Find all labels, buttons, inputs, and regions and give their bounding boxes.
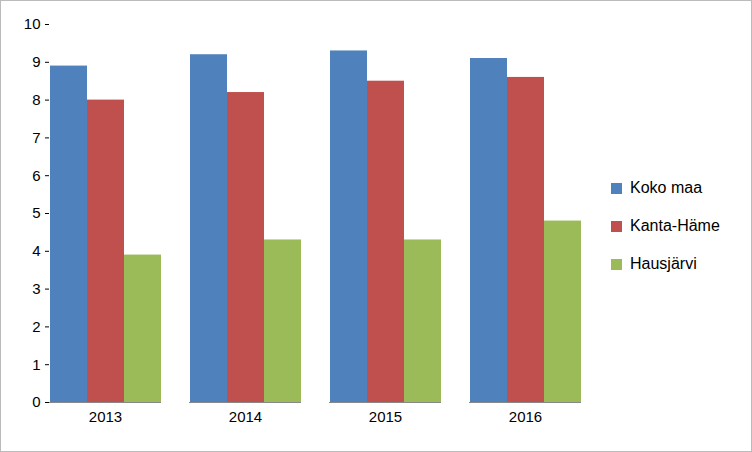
svg-text:2: 2 <box>32 318 40 335</box>
svg-text:9: 9 <box>32 53 40 70</box>
html-text:Hausjärvi: Hausjärvi <box>630 255 697 272</box>
svg-text:2014: 2014 <box>229 408 262 425</box>
svg-text:10: 10 <box>24 15 41 32</box>
svg-text:2013: 2013 <box>89 408 122 425</box>
html-text:Kanta-Häme: Kanta-Häme <box>630 217 720 234</box>
svg-text:2016: 2016 <box>509 408 542 425</box>
svg-text:1: 1 <box>32 356 40 373</box>
svg-text:7: 7 <box>32 129 40 146</box>
html-text:Koko maa: Koko maa <box>630 179 702 196</box>
svg-text:5: 5 <box>32 204 40 221</box>
svg-text:8: 8 <box>32 91 40 108</box>
svg-text:2015: 2015 <box>369 408 402 425</box>
svg-text:0: 0 <box>32 393 40 410</box>
svg-text:3: 3 <box>32 280 40 297</box>
svg-text:6: 6 <box>32 167 40 184</box>
svg-text:4: 4 <box>32 242 40 259</box>
